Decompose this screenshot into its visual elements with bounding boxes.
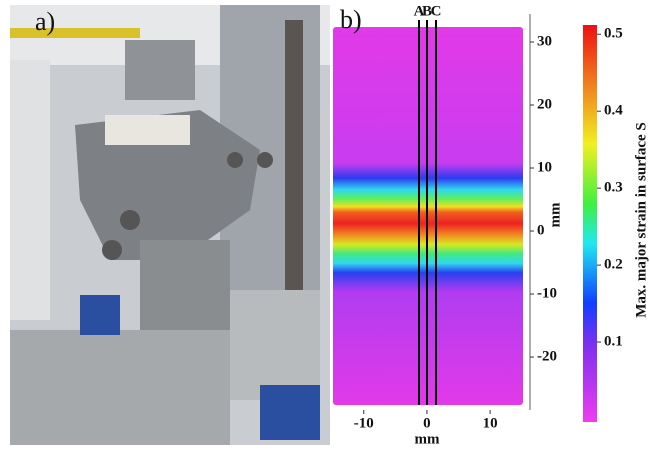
panel-label: a) bbox=[35, 7, 55, 36]
panel-label: b) bbox=[340, 5, 362, 34]
y-tick-label: 20 bbox=[537, 96, 552, 112]
y-tick-label: -20 bbox=[537, 348, 557, 364]
y-tick-label: 30 bbox=[537, 33, 552, 49]
colorbar-tick-label: 0.5 bbox=[604, 26, 623, 42]
x-tick-label: 0 bbox=[423, 415, 431, 431]
y-tick-label: 0 bbox=[537, 222, 545, 238]
colorbar-tick-label: 0.4 bbox=[604, 103, 623, 119]
figure: a) b) mm mm Max. major strain in surface… bbox=[0, 0, 650, 450]
colorbar-tick-label: 0.2 bbox=[604, 257, 623, 273]
x-axis-title: mm bbox=[415, 431, 440, 447]
colorbar-tick-label: 0.3 bbox=[604, 180, 623, 196]
y-tick-label: 10 bbox=[537, 159, 552, 175]
y-tick-label: -10 bbox=[537, 285, 557, 301]
y-axis-title: mm bbox=[547, 202, 563, 227]
section-label: C bbox=[431, 3, 442, 19]
colorbar-tick-label: 0.1 bbox=[604, 333, 623, 349]
colorbar bbox=[583, 25, 597, 422]
photo bbox=[10, 5, 330, 445]
colorbar-title: Max. major strain in surface S bbox=[633, 122, 649, 318]
x-tick-label: 10 bbox=[483, 415, 498, 431]
x-tick-label: -10 bbox=[354, 415, 374, 431]
